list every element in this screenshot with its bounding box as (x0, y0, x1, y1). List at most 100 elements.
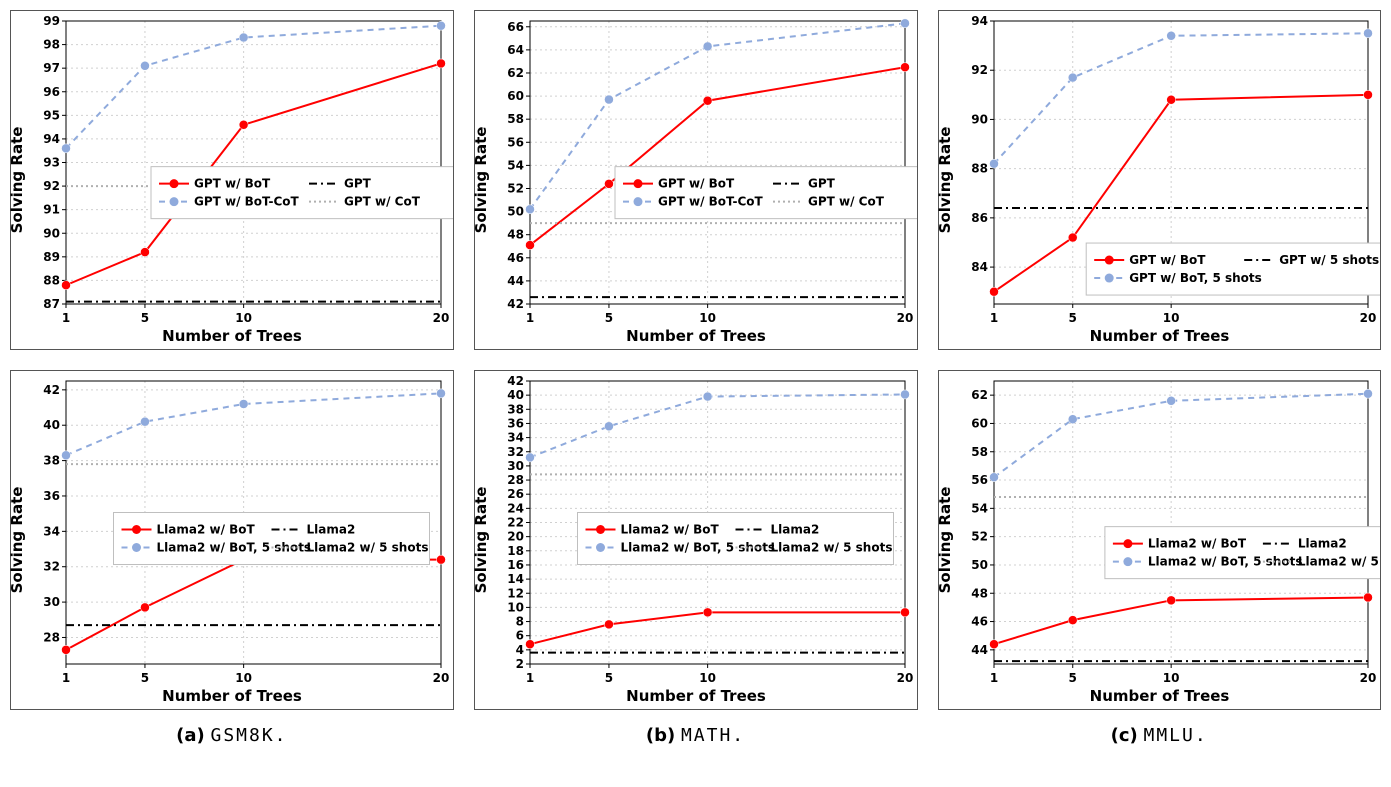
y-axis-label: Solving Rate (936, 127, 954, 234)
svg-text:5: 5 (1069, 311, 1077, 325)
svg-text:1: 1 (990, 311, 998, 325)
svg-text:Llama2: Llama2 (307, 523, 356, 537)
svg-text:GPT: GPT (344, 177, 372, 191)
svg-text:GPT w/ BoT: GPT w/ BoT (1129, 253, 1206, 267)
x-axis-label: Number of Trees (162, 327, 302, 345)
svg-text:20: 20 (1360, 671, 1377, 685)
svg-text:38: 38 (507, 402, 524, 416)
svg-text:32: 32 (43, 560, 60, 574)
svg-text:60: 60 (971, 416, 988, 430)
svg-text:28: 28 (507, 473, 524, 487)
x-axis-label: Number of Trees (1090, 687, 1230, 705)
svg-text:30: 30 (507, 459, 524, 473)
svg-text:14: 14 (507, 572, 524, 586)
svg-text:86: 86 (971, 211, 988, 225)
caption-b: (b) MATH. (474, 725, 918, 746)
svg-text:GPT w/ BoT-CoT: GPT w/ BoT-CoT (658, 195, 763, 209)
svg-text:48: 48 (971, 586, 988, 600)
svg-text:88: 88 (43, 273, 60, 287)
y-axis-label: Solving Rate (8, 127, 26, 234)
svg-text:54: 54 (507, 158, 524, 172)
svg-text:42: 42 (507, 297, 524, 311)
svg-text:5: 5 (605, 671, 613, 685)
svg-text:94: 94 (971, 14, 988, 28)
svg-text:52: 52 (971, 530, 988, 544)
svg-text:48: 48 (507, 228, 524, 242)
svg-text:60: 60 (507, 89, 524, 103)
svg-text:50: 50 (971, 558, 988, 572)
svg-text:56: 56 (971, 473, 988, 487)
svg-text:5: 5 (1069, 671, 1077, 685)
svg-text:1: 1 (62, 311, 70, 325)
svg-text:87: 87 (43, 297, 60, 311)
svg-text:36: 36 (507, 416, 524, 430)
svg-text:40: 40 (507, 388, 524, 402)
svg-text:GPT: GPT (808, 177, 836, 191)
svg-text:54: 54 (971, 501, 988, 515)
svg-text:GPT w/ CoT: GPT w/ CoT (344, 195, 421, 209)
y-axis-label: Solving Rate (472, 127, 490, 234)
svg-text:Llama2 w/ 5 shots: Llama2 w/ 5 shots (307, 541, 429, 555)
svg-text:1: 1 (62, 671, 70, 685)
x-axis-label: Number of Trees (626, 687, 766, 705)
svg-text:32: 32 (507, 445, 524, 459)
svg-text:10: 10 (507, 600, 524, 614)
svg-text:22: 22 (507, 516, 524, 530)
x-axis-label: Number of Trees (626, 327, 766, 345)
svg-text:95: 95 (43, 108, 60, 122)
chart-mmlu-gpt: 848688909294151020GPT w/ BoTGPT w/ 5 sho… (938, 10, 1381, 350)
svg-text:50: 50 (507, 205, 524, 219)
svg-text:Llama2 w/ BoT: Llama2 w/ BoT (621, 523, 720, 537)
x-axis-label: Number of Trees (162, 687, 302, 705)
svg-text:34: 34 (507, 431, 524, 445)
svg-text:2: 2 (516, 657, 524, 671)
svg-text:92: 92 (43, 179, 60, 193)
y-axis-label: Solving Rate (8, 487, 26, 594)
svg-text:96: 96 (43, 85, 60, 99)
svg-text:10: 10 (235, 671, 252, 685)
svg-text:20: 20 (897, 311, 914, 325)
svg-text:42: 42 (43, 383, 60, 397)
svg-text:64: 64 (507, 43, 524, 57)
svg-text:20: 20 (1360, 311, 1377, 325)
svg-text:10: 10 (1163, 311, 1180, 325)
figure-grid: 87 88 89 90 91 92 93 94 95 96 97 98 99 1 5 10 20 GPT w/ B… (10, 10, 1381, 746)
svg-text:26: 26 (507, 487, 524, 501)
caption-a: (a) GSM8K. (10, 725, 454, 746)
svg-text:90: 90 (43, 226, 60, 240)
chart-mmlu-llama: 44464850525456586062151020Llama2 w/ BoTL… (938, 370, 1381, 710)
svg-text:62: 62 (507, 66, 524, 80)
svg-text:99: 99 (43, 14, 60, 28)
svg-text:46: 46 (971, 615, 988, 629)
y-axis-label: Solving Rate (472, 487, 490, 594)
svg-text:93: 93 (43, 156, 60, 170)
svg-text:20: 20 (897, 671, 914, 685)
svg-text:5: 5 (141, 671, 149, 685)
y-axis-label: Solving Rate (936, 487, 954, 594)
caption-row: (a) GSM8K. (b) MATH. (c) MMLU. (10, 725, 1381, 746)
svg-text:5: 5 (605, 311, 613, 325)
svg-text:98: 98 (43, 38, 60, 52)
svg-text:10: 10 (1163, 671, 1180, 685)
svg-text:40: 40 (43, 418, 60, 432)
chart-gsm8k-gpt: 87888990919293949596979899151020GPT w/ B… (10, 10, 454, 350)
svg-text:20: 20 (507, 530, 524, 544)
svg-text:88: 88 (971, 162, 988, 176)
svg-text:91: 91 (43, 203, 60, 217)
svg-text:18: 18 (507, 544, 524, 558)
svg-text:Llama2 w/ 5 shots: Llama2 w/ 5 shots (1298, 555, 1380, 569)
svg-text:10: 10 (699, 671, 716, 685)
chart-math-gpt: 42444648505254565860626466151020GPT w/ B… (474, 10, 918, 350)
chart-gsm8k-llama: 2830323436384042151020Llama2 w/ BoTLlama… (10, 370, 454, 710)
svg-text:97: 97 (43, 61, 60, 75)
svg-text:90: 90 (971, 112, 988, 126)
svg-text:GPT w/ BoT: GPT w/ BoT (194, 177, 271, 191)
svg-text:20: 20 (433, 671, 450, 685)
svg-text:94: 94 (43, 132, 60, 146)
svg-text:62: 62 (971, 388, 988, 402)
svg-text:16: 16 (507, 558, 524, 572)
svg-text:56: 56 (507, 135, 524, 149)
svg-text:Llama2: Llama2 (771, 523, 820, 537)
svg-text:5: 5 (141, 311, 149, 325)
svg-text:89: 89 (43, 250, 60, 264)
